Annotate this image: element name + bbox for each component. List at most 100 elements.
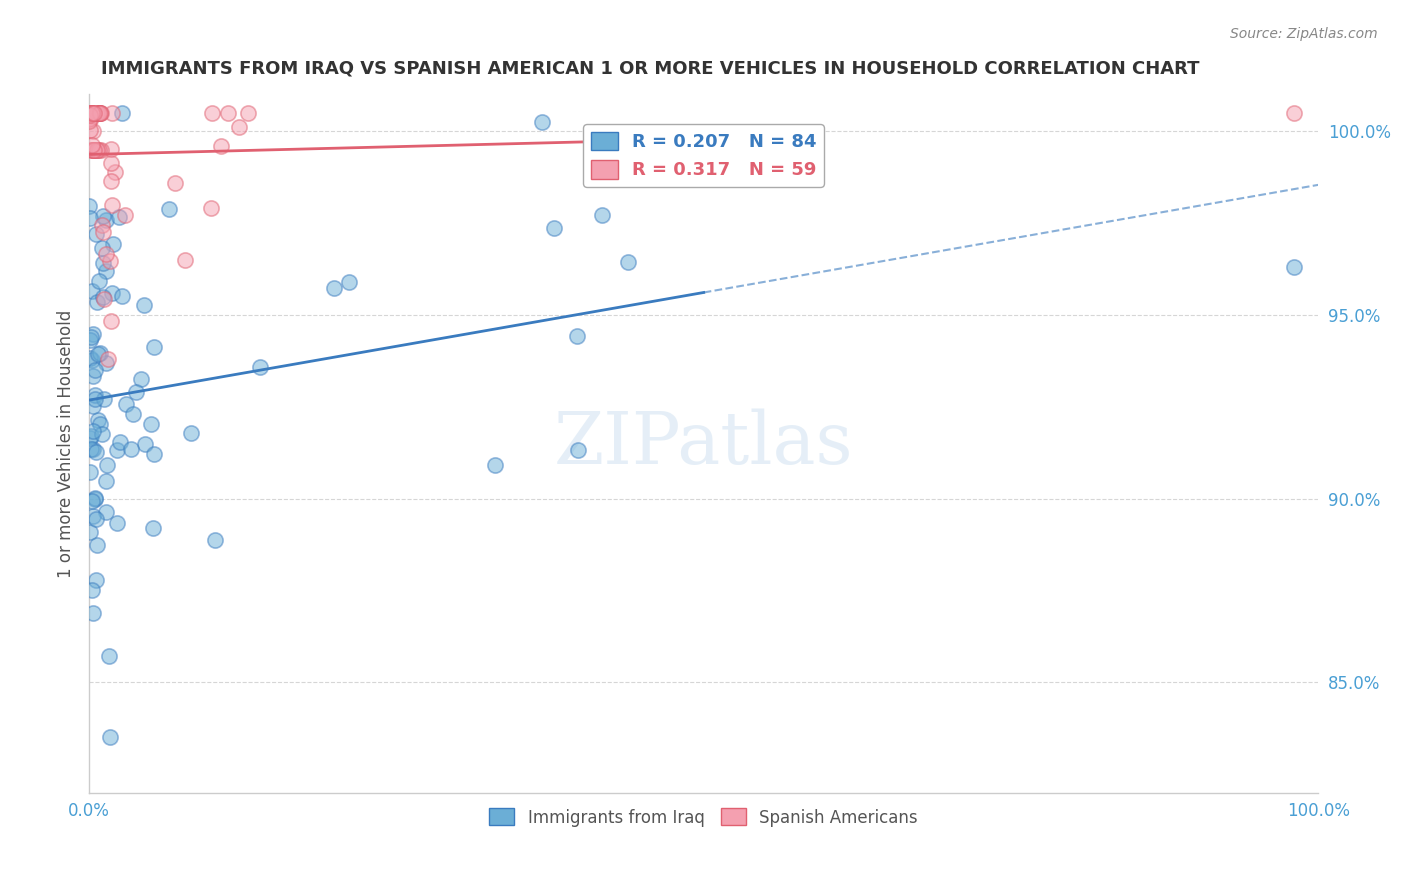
Immigrants from Iraq — [180, 425, 202, 440]
Immigrants from Iraq — [132, 298, 155, 312]
Immigrants from Iraq — [484, 458, 506, 472]
Immigrants from Iraq — [79, 524, 101, 539]
Immigrants from Iraq — [84, 491, 107, 505]
Immigrants from Iraq — [591, 208, 613, 222]
Spanish Americans — [209, 139, 232, 153]
Spanish Americans — [79, 105, 101, 120]
Spanish Americans — [80, 105, 103, 120]
Immigrants from Iraq — [107, 442, 129, 457]
Immigrants from Iraq — [93, 290, 115, 304]
Spanish Americans — [82, 143, 104, 157]
Spanish Americans — [1282, 105, 1305, 120]
Spanish Americans — [89, 105, 111, 120]
Immigrants from Iraq — [93, 392, 115, 406]
Immigrants from Iraq — [617, 254, 640, 268]
Spanish Americans — [90, 105, 112, 120]
Immigrants from Iraq — [108, 210, 131, 224]
Spanish Americans — [89, 105, 111, 120]
Spanish Americans — [79, 108, 101, 122]
Immigrants from Iraq — [96, 458, 118, 472]
Immigrants from Iraq — [142, 521, 165, 535]
Immigrants from Iraq — [86, 445, 108, 459]
Spanish Americans — [80, 143, 103, 157]
Immigrants from Iraq — [83, 363, 105, 377]
Spanish Americans — [90, 143, 112, 157]
Spanish Americans — [228, 120, 250, 134]
Spanish Americans — [82, 105, 104, 120]
Spanish Americans — [114, 209, 136, 223]
Immigrants from Iraq — [82, 509, 104, 524]
Immigrants from Iraq — [82, 368, 104, 383]
Immigrants from Iraq — [87, 413, 110, 427]
Spanish Americans — [79, 105, 101, 120]
Immigrants from Iraq — [91, 241, 114, 255]
Immigrants from Iraq — [134, 437, 156, 451]
Spanish Americans — [89, 143, 111, 157]
Immigrants from Iraq — [94, 474, 117, 488]
Immigrants from Iraq — [108, 435, 131, 450]
Spanish Americans — [86, 105, 108, 120]
Immigrants from Iraq — [129, 372, 152, 386]
Spanish Americans — [80, 143, 103, 157]
Spanish Americans — [80, 105, 103, 120]
Spanish Americans — [94, 246, 117, 260]
Immigrants from Iraq — [105, 516, 128, 530]
Immigrants from Iraq — [80, 583, 103, 598]
Immigrants from Iraq — [322, 281, 344, 295]
Immigrants from Iraq — [79, 431, 101, 445]
Immigrants from Iraq — [96, 213, 118, 227]
Immigrants from Iraq — [79, 199, 101, 213]
Immigrants from Iraq — [142, 447, 165, 461]
Immigrants from Iraq — [141, 417, 163, 431]
Spanish Americans — [87, 105, 110, 120]
Spanish Americans — [89, 105, 111, 120]
Immigrants from Iraq — [157, 202, 180, 217]
Immigrants from Iraq — [84, 392, 107, 406]
Immigrants from Iraq — [86, 538, 108, 552]
Immigrants from Iraq — [120, 442, 142, 456]
Spanish Americans — [77, 112, 100, 127]
Immigrants from Iraq — [94, 356, 117, 370]
Immigrants from Iraq — [125, 385, 148, 400]
Immigrants from Iraq — [543, 220, 565, 235]
Spanish Americans — [82, 138, 104, 153]
Spanish Americans — [83, 105, 105, 120]
Spanish Americans — [87, 105, 110, 120]
Spanish Americans — [200, 201, 222, 215]
Spanish Americans — [238, 105, 260, 120]
Spanish Americans — [79, 123, 101, 137]
Spanish Americans — [98, 254, 121, 268]
Immigrants from Iraq — [91, 256, 114, 270]
Legend: Immigrants from Iraq, Spanish Americans: Immigrants from Iraq, Spanish Americans — [482, 802, 925, 833]
Immigrants from Iraq — [79, 351, 101, 365]
Spanish Americans — [100, 314, 122, 328]
Spanish Americans — [80, 105, 103, 120]
Immigrants from Iraq — [94, 505, 117, 519]
Immigrants from Iraq — [79, 211, 101, 225]
Immigrants from Iraq — [567, 443, 589, 458]
Immigrants from Iraq — [91, 209, 114, 223]
Immigrants from Iraq — [82, 284, 104, 298]
Text: IMMIGRANTS FROM IRAQ VS SPANISH AMERICAN 1 OR MORE VEHICLES IN HOUSEHOLD CORRELA: IMMIGRANTS FROM IRAQ VS SPANISH AMERICAN… — [101, 60, 1199, 78]
Spanish Americans — [86, 143, 108, 157]
Spanish Americans — [86, 143, 108, 157]
Immigrants from Iraq — [89, 417, 111, 432]
Spanish Americans — [100, 105, 122, 120]
Immigrants from Iraq — [80, 494, 103, 508]
Immigrants from Iraq — [103, 236, 125, 251]
Spanish Americans — [103, 165, 125, 179]
Spanish Americans — [163, 176, 186, 190]
Immigrants from Iraq — [142, 340, 165, 354]
Immigrants from Iraq — [80, 330, 103, 344]
Spanish Americans — [80, 105, 103, 120]
Spanish Americans — [79, 107, 101, 121]
Immigrants from Iraq — [110, 289, 132, 303]
Immigrants from Iraq — [82, 399, 104, 413]
Spanish Americans — [91, 225, 114, 239]
Spanish Americans — [80, 105, 103, 120]
Immigrants from Iraq — [249, 360, 271, 375]
Immigrants from Iraq — [79, 466, 101, 480]
Immigrants from Iraq — [89, 274, 111, 288]
Immigrants from Iraq — [86, 294, 108, 309]
Spanish Americans — [89, 105, 111, 120]
